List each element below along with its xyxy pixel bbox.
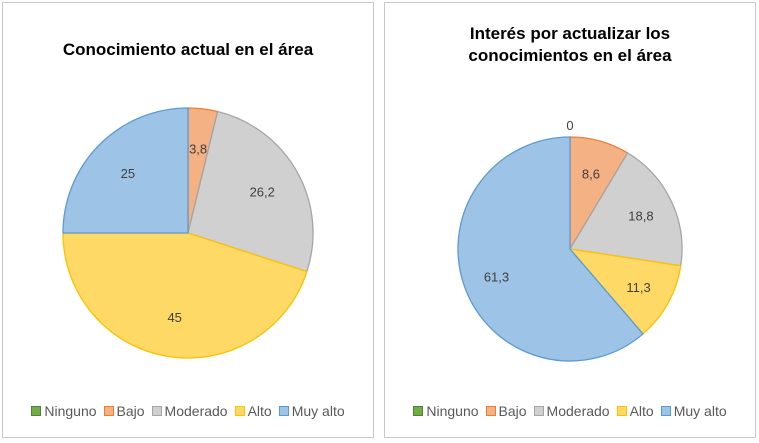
- legend-swatch-muy-alto: [278, 406, 289, 416]
- legend-item-alto: Alto: [616, 403, 654, 419]
- pie-slice-moderado: [187, 110, 314, 273]
- pie-slice-muy-alto: [62, 107, 189, 234]
- legend-label-moderado: Moderado: [164, 403, 228, 419]
- legend-swatch-ninguno: [413, 406, 424, 416]
- legend-item-moderado: Moderado: [533, 403, 610, 419]
- legend-label-bajo: Bajo: [116, 403, 145, 419]
- data-label-bajo: 3,8: [189, 142, 207, 157]
- pie-chart-conocimiento: 3,8 26,2 45 25: [62, 107, 314, 359]
- legend-label-muy-alto: Muy alto: [673, 403, 727, 419]
- legend-swatch-alto: [616, 406, 627, 416]
- legend-item-ninguno: Ninguno: [31, 403, 97, 419]
- chart-legend: Ninguno Bajo Moderado Alto Muy alto: [385, 403, 755, 419]
- legend-item-alto: Alto: [234, 403, 272, 419]
- data-label-muy-alto: 61,3: [484, 269, 509, 284]
- legend-label-moderado: Moderado: [546, 403, 610, 419]
- chart-panel-interes: Interés por actualizar los conocimientos…: [384, 2, 756, 438]
- legend-label-ninguno: Ninguno: [426, 403, 479, 419]
- data-label-ninguno: 0: [566, 118, 573, 133]
- data-label-alto: 11,3: [626, 280, 650, 295]
- data-label-alto: 45: [167, 310, 181, 325]
- legend-label-ninguno: Ninguno: [44, 403, 97, 419]
- pie-slice-alto: [62, 232, 308, 359]
- legend-item-moderado: Moderado: [151, 403, 228, 419]
- pie-slice-alto: [568, 248, 682, 335]
- legend-label-muy-alto: Muy alto: [291, 403, 345, 419]
- data-label-bajo: 8,6: [582, 166, 600, 181]
- legend-swatch-bajo: [485, 406, 496, 416]
- legend-item-muy-alto: Muy alto: [660, 403, 727, 419]
- pie-slice-moderado: [568, 152, 683, 267]
- data-label-moderado: 18,8: [628, 209, 653, 224]
- legend-swatch-ninguno: [31, 406, 42, 416]
- legend-swatch-bajo: [103, 406, 114, 416]
- legend-item-bajo: Bajo: [103, 403, 145, 419]
- legend-swatch-moderado: [533, 406, 544, 416]
- legend-label-alto: Alto: [247, 403, 272, 419]
- chart-panel-conocimiento: Conocimiento actual en el área 3,8 26,2 45…: [2, 2, 374, 438]
- chart-title: Interés por actualizar los conocimientos…: [468, 24, 672, 65]
- chart-legend: Ninguno Bajo Moderado Alto Muy alto: [3, 403, 373, 419]
- data-label-muy-alto: 25: [121, 166, 135, 181]
- legend-item-muy-alto: Muy alto: [278, 403, 345, 419]
- pie-chart-interes: 0 8,6 18,8 11,3 61,3: [457, 118, 683, 362]
- legend-swatch-muy-alto: [660, 406, 671, 416]
- legend-swatch-moderado: [151, 406, 162, 416]
- legend-item-ninguno: Ninguno: [413, 403, 479, 419]
- legend-label-bajo: Bajo: [498, 403, 527, 419]
- legend-item-bajo: Bajo: [485, 403, 527, 419]
- legend-label-alto: Alto: [629, 403, 654, 419]
- pie-slice-muy-alto: [457, 136, 644, 362]
- chart-title: Conocimiento actual en el área: [62, 40, 314, 59]
- data-label-moderado: 26,2: [250, 185, 275, 200]
- legend-swatch-alto: [234, 406, 245, 416]
